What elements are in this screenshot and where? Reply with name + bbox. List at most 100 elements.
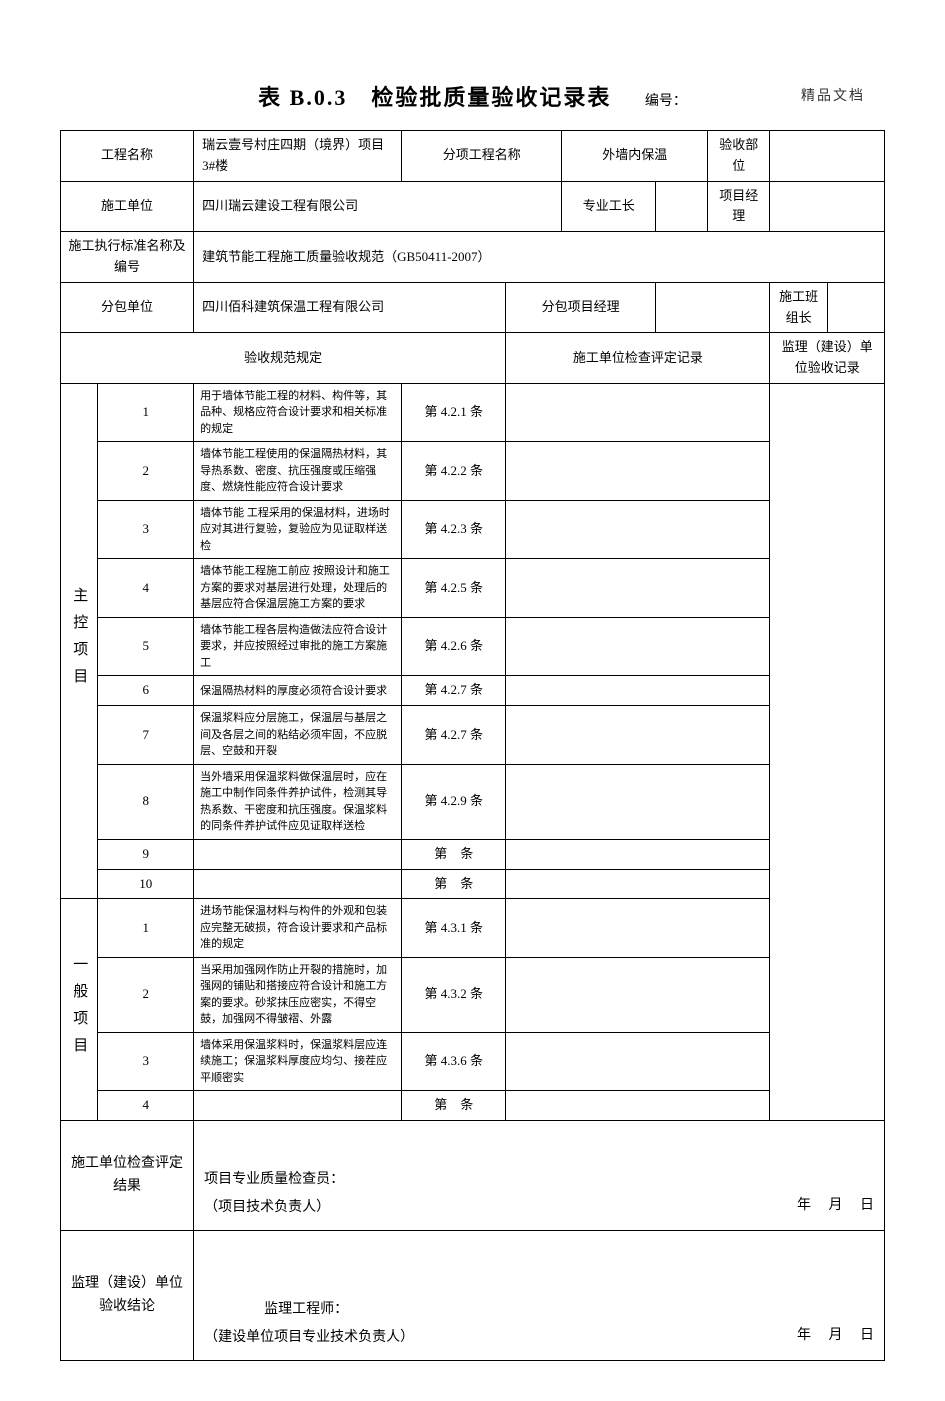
- supervision-record-cell: [770, 383, 885, 1120]
- main-item-article: 第 4.2.1 条: [402, 383, 506, 442]
- main-item-desc: 用于墙体节能工程的材料、构件等，其品种、规格应符合设计要求和相关标准的规定: [194, 383, 402, 442]
- main-item-idx: 8: [98, 764, 194, 839]
- main-item-desc: 墙体节能工程各层构造做法应符合设计要求，并应按照经过审批的施工方案施工: [194, 617, 402, 676]
- header-row-1: 工程名称 瑞云壹号村庄四期（境界）项目 3#楼 分项工程名称 外墙内保温 验收部…: [61, 131, 885, 182]
- main-item-row: 主控项目 1 用于墙体节能工程的材料、构件等，其品种、规格应符合设计要求和相关标…: [61, 383, 885, 442]
- label-construction-unit: 施工单位: [61, 181, 194, 232]
- main-item-desc: 保温隔热材料的厚度必须符合设计要求: [194, 676, 402, 706]
- general-item-article: 第 条: [402, 1091, 506, 1121]
- supervision-sig1: 监理工程师：: [204, 1296, 874, 1324]
- col-check-header: 施工单位检查评定记录: [506, 333, 770, 384]
- header-row-3: 施工执行标准名称及编号 建筑节能工程施工质量验收规范（GB50411-2007）: [61, 232, 885, 283]
- main-item-article: 第 4.2.5 条: [402, 559, 506, 618]
- date-placeholder: 年 月 日: [797, 1322, 874, 1350]
- main-item-article: 第 条: [402, 869, 506, 899]
- main-section-label: 主控项目: [61, 383, 98, 898]
- construction-sig1: 项目专业质量检查员：: [204, 1166, 874, 1194]
- main-item-idx: 5: [98, 617, 194, 676]
- main-item-row: 2 墙体节能工程使用的保温隔热材料，其导热系数、密度、抗压强度或压缩强度、燃烧性…: [61, 442, 885, 501]
- label-sub-pm: 分包项目经理: [506, 282, 656, 333]
- general-item-row: 4 第 条: [61, 1091, 885, 1121]
- general-item-article: 第 4.3.6 条: [402, 1032, 506, 1091]
- label-team-leader: 施工班组长: [770, 282, 827, 333]
- general-item-idx: 4: [98, 1091, 194, 1121]
- main-item-desc: [194, 869, 402, 899]
- main-item-row: 7 保温浆料应分层施工，保温层与基层之间及各层之间的粘结必须牢固，不应脱层、空鼓…: [61, 706, 885, 765]
- supervision-result-label: 监理（建设）单位验收结论: [61, 1231, 194, 1361]
- label-subcontract: 分包单位: [61, 282, 194, 333]
- main-item-desc: 保温浆料应分层施工，保温层与基层之间及各层之间的粘结必须牢固，不应脱层、空鼓和开…: [194, 706, 402, 765]
- main-item-check: [506, 559, 770, 618]
- main-item-row: 8 当外墙采用保温浆料做保温层时，应在施工中制作同条件养护试件，检测其导热系数、…: [61, 764, 885, 839]
- general-item-row: 3 墙体采用保温浆料时，保温浆料层应连续施工；保温浆料厚度应均匀、接茬应平顺密实…: [61, 1032, 885, 1091]
- date-day-label: 日: [860, 1198, 874, 1213]
- general-item-desc: 当采用加强网作防止开裂的措施时，加强网的铺贴和搭接应符合设计和施工方案的要求。砂…: [194, 957, 402, 1032]
- general-item-desc: 墙体采用保温浆料时，保温浆料层应连续施工；保温浆料厚度应均匀、接茬应平顺密实: [194, 1032, 402, 1091]
- date-month-label: 月: [829, 1198, 843, 1213]
- supervision-sig2-line: （建设单位项目专业技术负责人） 年 月 日: [204, 1324, 874, 1352]
- main-item-check: [506, 383, 770, 442]
- label-foreman: 专业工长: [562, 181, 656, 232]
- general-item-desc: [194, 1091, 402, 1121]
- label-accept-part: 验收部位: [708, 131, 770, 182]
- general-item-idx: 3: [98, 1032, 194, 1091]
- label-standard: 施工执行标准名称及编号: [61, 232, 194, 283]
- general-section-label: 一般项目: [61, 899, 98, 1121]
- value-pm: [770, 181, 885, 232]
- main-item-article: 第 4.2.3 条: [402, 500, 506, 559]
- general-item-check: [506, 957, 770, 1032]
- document-number-label: 编号：: [645, 90, 687, 110]
- general-item-desc: 进场节能保温材料与构件的外观和包装应完整无破损，符合设计要求和产品标准的规定: [194, 899, 402, 958]
- date-year-label: 年: [797, 1328, 811, 1343]
- main-item-idx: 3: [98, 500, 194, 559]
- main-item-idx: 9: [98, 839, 194, 869]
- main-item-check: [506, 500, 770, 559]
- general-item-article: 第 4.3.1 条: [402, 899, 506, 958]
- main-item-row: 5 墙体节能工程各层构造做法应符合设计要求，并应按照经过审批的施工方案施工 第 …: [61, 617, 885, 676]
- supervision-result-cell: 监理工程师： （建设单位项目专业技术负责人） 年 月 日: [194, 1231, 885, 1361]
- supervision-result-row: 监理（建设）单位验收结论 监理工程师： （建设单位项目专业技术负责人） 年 月 …: [61, 1231, 885, 1361]
- construction-result-cell: 项目专业质量检查员： （项目技术负责人） 年 月 日: [194, 1121, 885, 1231]
- main-item-desc: 墙体节能工程施工前应 按照设计和施工方案的要求对基层进行处理，处理后的基层应符合…: [194, 559, 402, 618]
- main-item-row: 9 第 条: [61, 839, 885, 869]
- main-item-check: [506, 839, 770, 869]
- main-item-desc: 墙体节能工程使用的保温隔热材料，其导热系数、密度、抗压强度或压缩强度、燃烧性能应…: [194, 442, 402, 501]
- main-item-row: 6 保温隔热材料的厚度必须符合设计要求 第 4.2.7 条: [61, 676, 885, 706]
- date-month-label: 月: [829, 1328, 843, 1343]
- main-item-check: [506, 676, 770, 706]
- document-title: 表 B.0.3 检验批质量验收记录表: [258, 80, 611, 112]
- header-row-2: 施工单位 四川瑞云建设工程有限公司 专业工长 项目经理: [61, 181, 885, 232]
- main-item-check: [506, 706, 770, 765]
- col-spec-header: 验收规范规定: [61, 333, 506, 384]
- title-row: 表 B.0.3 检验批质量验收记录表 编号：: [60, 80, 885, 112]
- construction-result-label: 施工单位检查评定结果: [61, 1121, 194, 1231]
- main-item-check: [506, 869, 770, 899]
- main-item-row: 10 第 条: [61, 869, 885, 899]
- date-year-label: 年: [797, 1198, 811, 1213]
- main-item-article: 第 条: [402, 839, 506, 869]
- general-item-row: 2 当采用加强网作防止开裂的措施时，加强网的铺贴和搭接应符合设计和施工方案的要求…: [61, 957, 885, 1032]
- value-team-leader: [827, 282, 884, 333]
- value-foreman: [656, 181, 708, 232]
- main-item-check: [506, 442, 770, 501]
- main-item-idx: 10: [98, 869, 194, 899]
- main-item-idx: 4: [98, 559, 194, 618]
- column-header-row: 验收规范规定 施工单位检查评定记录 监理（建设）单位验收记录: [61, 333, 885, 384]
- construction-sig2-line: （项目技术负责人） 年 月 日: [204, 1194, 874, 1222]
- col-sup-header: 监理（建设）单位验收记录: [770, 333, 885, 384]
- date-day-label: 日: [860, 1328, 874, 1343]
- main-item-row: 4 墙体节能工程施工前应 按照设计和施工方案的要求对基层进行处理，处理后的基层应…: [61, 559, 885, 618]
- label-subitem: 分项工程名称: [402, 131, 562, 182]
- main-item-idx: 1: [98, 383, 194, 442]
- main-item-article: 第 4.2.6 条: [402, 617, 506, 676]
- general-item-check: [506, 899, 770, 958]
- main-item-article: 第 4.2.9 条: [402, 764, 506, 839]
- main-item-desc: 墙体节能 工程采用的保温材料，进场时应对其进行复验，复验应为见证取样送检: [194, 500, 402, 559]
- main-item-desc: [194, 839, 402, 869]
- main-item-desc: 当外墙采用保温浆料做保温层时，应在施工中制作同条件养护试件，检测其导热系数、干密…: [194, 764, 402, 839]
- value-accept-part: [770, 131, 885, 182]
- main-item-check: [506, 617, 770, 676]
- date-placeholder: 年 月 日: [797, 1192, 874, 1220]
- general-item-check: [506, 1091, 770, 1121]
- construction-sig2: （项目技术负责人）: [204, 1200, 330, 1215]
